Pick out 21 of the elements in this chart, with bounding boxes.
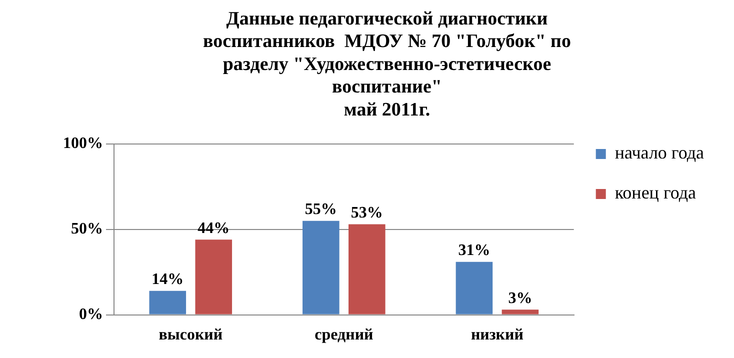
legend-label: начало года: [614, 142, 704, 163]
bar: [502, 310, 539, 314]
bar: [302, 220, 340, 314]
data-label: 3%: [508, 290, 532, 307]
data-label: 53%: [350, 204, 383, 222]
bar: [195, 240, 232, 314]
data-label: 55%: [304, 201, 337, 218]
data-label: 14%: [152, 271, 184, 288]
data-label: 31%: [458, 242, 490, 259]
bar: [149, 290, 186, 314]
legend-label: конец года: [614, 182, 696, 203]
x-tick-label: низкий: [470, 326, 524, 344]
y-tick-label: 0%: [79, 306, 103, 323]
y-tick-label: 50%: [71, 220, 103, 238]
bar: [348, 224, 386, 314]
chart-title: Данные педагогической диагностики воспитанников МДОУ № 70 "Голубок" по разделу "Художественно-эстетическое воспитание" май 2011г.: [203, 8, 571, 121]
x-tick-label: высокий: [158, 326, 223, 344]
y-tick-label: 100%: [63, 135, 103, 152]
x-tick-label: средний: [314, 326, 374, 344]
data-label: 44%: [198, 220, 230, 237]
bar: [456, 262, 493, 314]
